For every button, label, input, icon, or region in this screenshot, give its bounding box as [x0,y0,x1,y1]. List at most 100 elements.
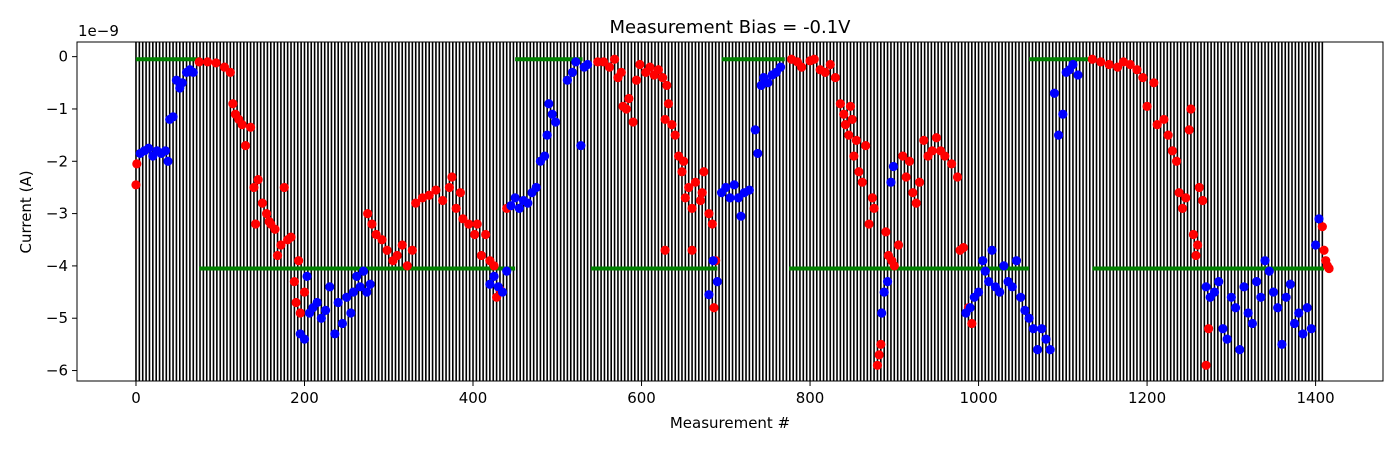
red-point [1152,120,1162,130]
blue-point [316,313,326,323]
blue-point [736,211,746,221]
red-point [847,114,857,125]
blue-point [708,256,718,266]
red-point [679,156,689,166]
red-point [809,54,819,64]
red-point [904,156,915,166]
red-point [709,303,719,313]
blue-point [1235,345,1245,355]
red-point [1149,78,1159,88]
red-point [286,232,296,242]
red-point [857,177,867,187]
blue-point [1247,318,1257,329]
blue-point [342,292,352,302]
red-point [219,62,230,72]
blue-point [1049,88,1059,98]
red-point [635,59,645,70]
y-axis: 0 −1 −2 −3 −4 −5 −6 [46,48,77,380]
red-point [851,135,861,145]
red-point [237,120,247,130]
red-point [660,114,670,125]
red-series [131,54,1334,370]
x-tick-label: 0 [131,389,141,407]
x-tick-label: 200 [290,389,319,407]
blue-point [1260,256,1270,266]
red-point [194,57,204,67]
red-point [881,227,891,237]
y-tick-label: −2 [46,152,68,170]
blue-point [1214,277,1224,287]
red-point [411,198,421,208]
blue-point [1306,324,1316,334]
blue-point [168,112,178,122]
blue-point [999,261,1009,271]
blue-point [1007,282,1017,292]
red-point [914,177,925,187]
x-tick-label: 1400 [1296,389,1334,407]
red-point [628,117,638,127]
blue-point [1310,240,1321,250]
blue-point [1045,345,1055,355]
plot-frame [76,41,1384,382]
blue-point [163,156,173,166]
blue-point [346,308,356,318]
red-point [382,245,392,255]
blue-point [514,203,524,213]
red-point [663,99,674,109]
red-point [687,245,697,255]
red-point [211,58,221,68]
red-point [840,120,851,130]
red-point [839,109,849,119]
blue-point [1298,329,1308,339]
x-tick-label: 400 [459,389,488,407]
blue-point [320,305,331,315]
red-point [1096,57,1106,67]
red-point [958,242,968,253]
red-point [228,99,238,109]
red-point [367,219,377,229]
blue-point [540,151,550,161]
blue-point [882,277,893,287]
blue-point [987,245,997,255]
red-point [707,219,717,229]
blue-point [1011,256,1022,266]
blue-point [1230,303,1241,313]
red-point [438,195,448,206]
red-point [225,67,235,77]
red-point [293,256,304,266]
blue-point [358,266,369,276]
red-point [901,172,911,182]
blue-point [502,266,512,276]
blue-point [497,287,508,297]
blue-point [1314,214,1324,224]
blue-point [1252,277,1262,287]
blue-point [1226,292,1236,302]
blue-point [571,57,581,67]
y-tick-label: −1 [46,100,68,118]
x-tick-label: 600 [627,389,656,407]
blue-point [330,329,340,339]
blue-point [489,271,499,281]
blue-point [583,59,593,70]
red-point [1167,146,1177,156]
blue-point [984,277,994,287]
x-tick-label: 1000 [959,389,997,407]
blue-point [352,271,362,281]
red-point [447,172,457,182]
red-point [830,72,840,83]
blue-point [888,161,899,172]
red-point [1201,360,1211,370]
red-point [1174,188,1184,198]
y-offset-label: 1e−9 [78,22,119,40]
y-tick-label: −6 [46,362,68,380]
red-point [363,208,373,219]
red-point [458,214,468,224]
red-point [1138,72,1148,83]
blue-point [302,271,312,281]
y-tick-label: −3 [46,205,68,223]
x-tick-label: 800 [796,389,825,407]
red-point [670,130,680,140]
blue-point [965,303,975,313]
blue-point [1041,334,1051,344]
blue-point [562,75,572,85]
